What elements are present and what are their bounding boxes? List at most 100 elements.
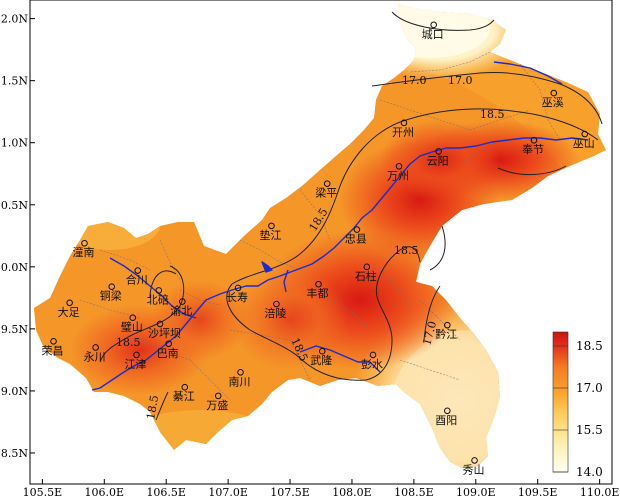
y-tick-label: 28.5N	[0, 447, 28, 460]
city-label: 梁平	[315, 186, 337, 200]
x-tick-label: 108.0E	[332, 486, 372, 499]
city-dot	[550, 89, 558, 97]
city-label: 酉阳	[435, 414, 457, 427]
city-label: 巴南	[157, 347, 179, 360]
city-marker: 北碚	[147, 287, 169, 306]
city-marker: 酉阳	[435, 407, 457, 427]
city-marker: 大足	[58, 299, 80, 319]
city-marker: 石柱	[355, 263, 377, 283]
city-marker: 奉节	[522, 136, 544, 156]
contour-label: 17.0	[448, 74, 473, 87]
city-label: 黔江	[435, 327, 457, 341]
city-label: 巫山	[573, 137, 595, 150]
city-marker: 秀山	[463, 457, 485, 476]
x-tick-label: 107.0E	[208, 486, 248, 499]
city-label: 云阳	[427, 154, 449, 167]
city-marker: 梁平	[315, 180, 337, 200]
contour-label: 18.5	[394, 244, 419, 257]
city-dot	[395, 162, 403, 170]
city-dot	[155, 287, 163, 294]
yangtze-river	[91, 137, 589, 391]
city-dot	[530, 136, 538, 144]
city-marker: 璧山	[121, 314, 143, 334]
city-dot	[268, 222, 275, 230]
city-label: 秀山	[463, 463, 485, 476]
city-dot	[353, 226, 361, 233]
city-dot	[444, 407, 451, 415]
city-label: 忠县	[345, 233, 367, 246]
city-marker: 永川	[84, 344, 106, 363]
city-marker: 万州	[387, 162, 409, 182]
city-marker: 丰都	[307, 280, 329, 300]
city-dot	[81, 239, 88, 247]
city-label: 沙坪坝	[148, 326, 181, 340]
city-label: 江津	[124, 358, 146, 371]
city-dot	[471, 457, 478, 464]
northeast-river	[493, 61, 563, 85]
city-label: 城口	[422, 28, 444, 41]
city-dot	[165, 340, 172, 348]
city-label: 垫江	[259, 228, 281, 242]
city-marker: 铜梁	[100, 283, 122, 303]
changshou-lake	[261, 261, 273, 273]
city-label: 万州	[387, 169, 409, 182]
city-dot	[181, 383, 189, 391]
city-dot	[50, 337, 57, 345]
city-dot	[133, 351, 140, 359]
contour-label: 18.5	[480, 108, 505, 121]
city-marker: 涪陵	[264, 300, 286, 320]
city-label: 铜梁	[100, 289, 122, 303]
city-dot	[108, 283, 116, 290]
city-marker: 武隆	[310, 347, 332, 367]
y-tick-label: 29.5N	[0, 323, 28, 336]
city-dot	[179, 298, 186, 305]
city-dot	[444, 321, 451, 329]
contour-labels: 17.0 17.0 18.5 18.5 18.5 18.5 18.5 17.0 …	[116, 74, 505, 421]
contour-label: 18.5	[144, 394, 161, 420]
city-dot	[581, 130, 589, 138]
city-label: 綦江	[173, 390, 195, 403]
x-tick-label: 110.0E	[580, 486, 620, 499]
city-marker: 南川	[229, 369, 251, 388]
city-dot	[323, 180, 331, 187]
city-dot	[92, 344, 99, 351]
city-dot	[237, 369, 244, 376]
colorbar-label: 18.5	[576, 339, 603, 353]
city-dot	[134, 267, 142, 274]
city-label: 南川	[229, 375, 251, 388]
city-marker: 潼南	[72, 239, 94, 259]
y-tick-label: 29.0N	[0, 385, 28, 398]
city-label: 涪陵	[264, 306, 286, 320]
city-label: 北碚	[147, 292, 169, 306]
wujiang-river	[299, 345, 381, 373]
x-tick-label: 105.5E	[23, 486, 63, 499]
x-tick-label: 108.5E	[394, 486, 434, 499]
x-axis: 105.5E 106.0E 106.5E 107.0E 107.5E 108.0E 108.…	[23, 479, 620, 499]
y-axis: 32.0N 31.5N 31.0N 30.5N 30.0N 29.5N 29.0N 28.5N	[0, 13, 35, 460]
city-label: 石柱	[355, 269, 377, 283]
city-marker: 城口	[422, 21, 444, 41]
x-tick-label: 106.0E	[85, 486, 125, 499]
city-label: 永川	[84, 349, 106, 363]
city-label: 荣昌	[42, 344, 64, 357]
city-dot	[369, 351, 377, 359]
city-label: 潼南	[72, 245, 94, 259]
colorbar-label: 15.5	[576, 423, 603, 437]
colorbar-label: 14.0	[576, 465, 603, 479]
city-marker: 巫溪	[542, 89, 564, 109]
contour-lines	[99, 11, 603, 421]
city-marker: 彭水	[361, 351, 383, 371]
city-marker: 长寿	[226, 284, 248, 304]
city-label: 奉节	[522, 142, 544, 156]
city-label: 长寿	[226, 290, 248, 304]
city-label: 开州	[392, 126, 414, 139]
contour-label: 17.0	[402, 74, 427, 87]
contour-label: 18.5	[116, 336, 141, 349]
city-marker: 垫江	[259, 222, 281, 242]
city-marker: 巴南	[157, 340, 179, 360]
city-marker: 綦江	[173, 383, 195, 403]
city-marker: 合川	[126, 267, 148, 287]
colorbar: 18.5 17.0 15.5 14.0	[552, 331, 603, 479]
